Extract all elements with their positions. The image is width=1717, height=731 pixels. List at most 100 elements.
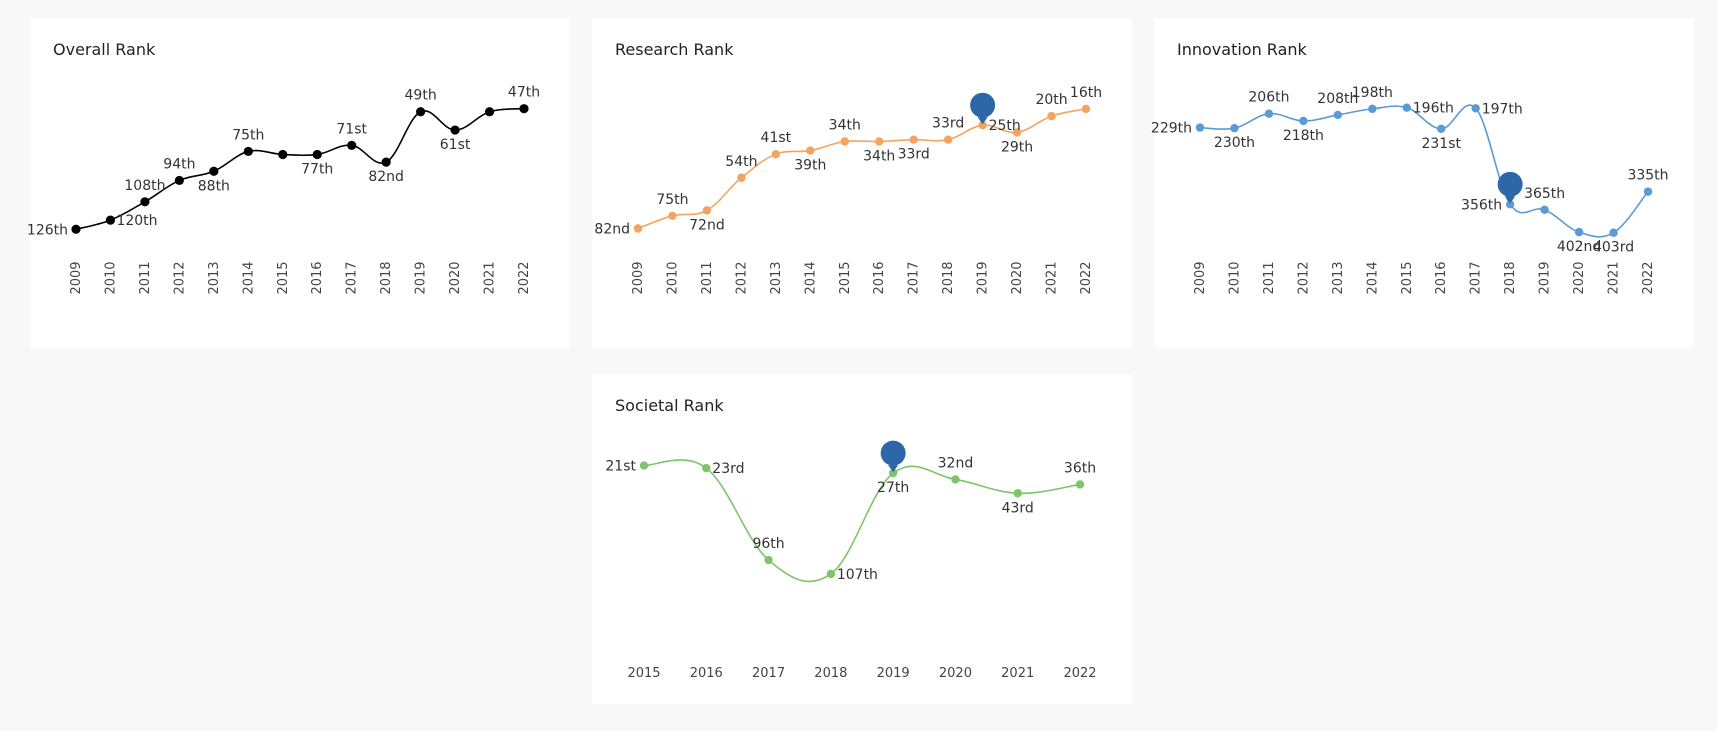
data-point bbox=[278, 149, 288, 160]
data-label: 77th bbox=[301, 161, 333, 177]
data-point bbox=[1437, 124, 1446, 134]
x-tick-label: 2020 bbox=[448, 261, 463, 294]
marker-head bbox=[1497, 171, 1523, 197]
data-label: 34th bbox=[863, 149, 895, 165]
data-label: 47th bbox=[508, 85, 540, 101]
x-tick-label: 2013 bbox=[769, 261, 784, 294]
data-label: 365th bbox=[1524, 186, 1565, 202]
data-label: 126th bbox=[27, 222, 68, 238]
x-tick-label: 2012 bbox=[1296, 261, 1311, 294]
x-tick-label: 2015 bbox=[1400, 261, 1415, 294]
x-tick-label: 2013 bbox=[207, 261, 222, 294]
chart-title: Research Rank bbox=[615, 40, 734, 59]
data-point bbox=[840, 137, 849, 146]
data-point bbox=[484, 107, 495, 117]
marker-tip bbox=[888, 465, 899, 473]
marker-head bbox=[880, 440, 906, 466]
data-label: 94th bbox=[163, 156, 195, 172]
x-tick-label: 2012 bbox=[172, 261, 187, 294]
x-tick-label: 2022 bbox=[1641, 261, 1656, 294]
x-tick-label: 2022 bbox=[517, 261, 532, 294]
data-point bbox=[1540, 205, 1549, 214]
overall-rank-card: Overall Rank 126th 120th 108th 94th 88th 75th… bbox=[27, 18, 570, 348]
data-label: 196th bbox=[1413, 101, 1454, 117]
x-tick-label: 2015 bbox=[838, 261, 853, 294]
location-marker-icon bbox=[1497, 171, 1523, 204]
data-label: 75th bbox=[232, 127, 264, 143]
data-point bbox=[909, 135, 918, 144]
data-point bbox=[71, 224, 81, 234]
location-marker-icon bbox=[880, 440, 906, 473]
x-tick-label: 2022 bbox=[1079, 261, 1094, 294]
data-point bbox=[381, 157, 391, 167]
x-tick-label: 2016 bbox=[872, 261, 887, 294]
data-label: 75th bbox=[656, 192, 688, 208]
data-label: 21st bbox=[605, 459, 636, 475]
data-point bbox=[1047, 111, 1056, 121]
x-tick-label: 2018 bbox=[379, 261, 394, 294]
x-tick-label: 2020 bbox=[939, 666, 972, 681]
data-label: 20th bbox=[1035, 92, 1067, 108]
marker-head bbox=[970, 92, 996, 118]
x-tick-label: 2021 bbox=[483, 261, 498, 294]
data-label: 198th bbox=[1352, 85, 1393, 101]
data-point bbox=[519, 104, 529, 114]
x-tick-label: 2017 bbox=[907, 261, 922, 294]
data-point bbox=[1574, 227, 1584, 237]
societal-rank-card: Societal Rank 21st 23rd 96th 107th 27th 32nd 4… bbox=[592, 374, 1132, 704]
x-tick-label: 2016 bbox=[310, 261, 325, 294]
x-tick-label: 2018 bbox=[941, 261, 956, 294]
data-point bbox=[888, 468, 898, 478]
x-tick-label: 2021 bbox=[1045, 261, 1060, 294]
data-label: 402nd bbox=[1557, 239, 1601, 255]
data-point bbox=[1075, 480, 1085, 489]
chart-title: Societal Rank bbox=[615, 396, 724, 415]
x-tick-label: 2014 bbox=[803, 261, 818, 294]
data-point bbox=[1368, 104, 1377, 114]
series-line bbox=[643, 459, 1081, 583]
data-label: 82nd bbox=[594, 222, 630, 238]
data-point bbox=[105, 215, 116, 225]
data-label: 27th bbox=[877, 480, 909, 496]
series-line bbox=[1199, 104, 1649, 238]
data-point bbox=[1230, 124, 1239, 133]
x-tick-label: 2009 bbox=[69, 261, 84, 294]
data-point bbox=[1081, 104, 1091, 114]
data-label: 72nd bbox=[689, 217, 725, 233]
data-label: 218th bbox=[1283, 128, 1324, 144]
x-tick-label: 2019 bbox=[877, 666, 910, 681]
data-label: 88th bbox=[198, 178, 230, 194]
marker-tip bbox=[1505, 196, 1516, 204]
x-tick-label: 2012 bbox=[734, 261, 749, 294]
data-point bbox=[1012, 128, 1022, 137]
data-label: 206th bbox=[1248, 90, 1289, 106]
data-label: 25th bbox=[989, 118, 1021, 134]
data-label: 107th bbox=[837, 567, 878, 583]
data-label: 41st bbox=[761, 130, 792, 146]
data-point bbox=[416, 107, 426, 117]
data-label: 49th bbox=[405, 88, 437, 104]
x-tick-label: 2015 bbox=[627, 666, 660, 681]
data-point bbox=[978, 120, 987, 130]
data-point bbox=[951, 475, 960, 484]
data-point bbox=[737, 173, 746, 182]
societal-rank-chart: 21st 23rd 96th 107th 27th 32nd 43rd 36th 2015 201… bbox=[605, 440, 1097, 681]
data-point bbox=[875, 137, 884, 146]
data-point bbox=[140, 197, 150, 207]
data-label: 32nd bbox=[938, 455, 974, 471]
x-tick-label: 2017 bbox=[1469, 261, 1484, 294]
data-label: 335th bbox=[1627, 168, 1668, 184]
data-label: 82nd bbox=[368, 169, 404, 185]
data-label: 356th bbox=[1461, 197, 1502, 213]
data-label: 61st bbox=[440, 137, 471, 153]
x-tick-label: 2014 bbox=[241, 261, 256, 294]
data-point bbox=[1643, 187, 1653, 196]
data-point bbox=[243, 146, 253, 157]
x-tick-label: 2010 bbox=[103, 261, 118, 294]
x-tick-label: 2016 bbox=[1434, 261, 1449, 294]
data-label: 96th bbox=[752, 536, 784, 552]
data-point bbox=[1471, 104, 1480, 113]
x-tick-label: 2013 bbox=[1331, 261, 1346, 294]
